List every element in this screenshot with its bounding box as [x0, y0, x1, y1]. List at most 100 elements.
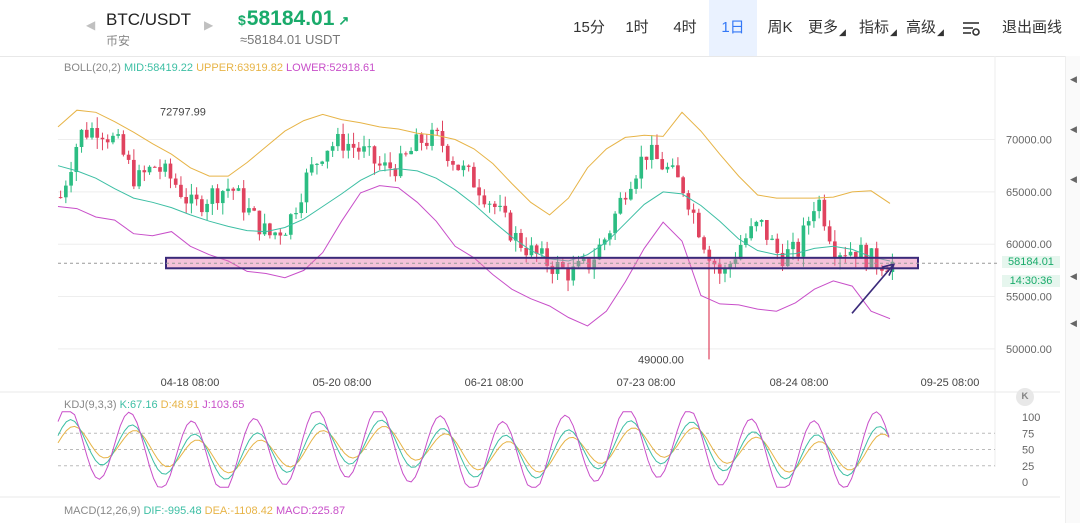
tab-weekly[interactable]: 周K	[767, 19, 793, 36]
candle-body	[644, 156, 649, 160]
chevron-left-icon[interactable]: ◀	[1070, 318, 1077, 328]
candle-body	[440, 131, 445, 146]
candle-body	[173, 178, 178, 185]
candle-body	[759, 219, 764, 222]
x-tick-label: 09-25 08:00	[921, 377, 980, 389]
candle-body	[90, 128, 94, 138]
kdj-legend: KDJ(9,3,3) K:67.16 D:48.91 J:103.65	[64, 399, 244, 411]
axis-ticks: 70000.00 65000.00 60000.00 55000.00 50000.00…	[58, 106, 1052, 389]
candle-body	[566, 267, 570, 281]
chevron-left-icon[interactable]: ◀	[1070, 74, 1077, 84]
candle-body	[702, 237, 706, 250]
candle-body	[560, 261, 565, 268]
x-tick-label: 07-23 08:00	[617, 377, 676, 389]
candle-body	[184, 196, 188, 204]
chevron-left-icon[interactable]: ◀	[1070, 174, 1077, 184]
tab-1d[interactable]: 1日	[709, 0, 757, 56]
candle-body	[257, 210, 262, 235]
chevron-right-icon[interactable]: ▶	[204, 18, 214, 32]
candle-body	[262, 223, 267, 235]
kdj-tick-label: 50	[1022, 445, 1034, 457]
candle-body	[419, 134, 424, 143]
candle-body	[508, 212, 513, 241]
candle-body	[325, 150, 330, 162]
boll-lower-line	[57, 185, 891, 327]
triangle-down-icon: ◢	[890, 27, 897, 37]
candle-body	[456, 164, 461, 171]
candle-body	[226, 188, 230, 192]
candle-body	[550, 265, 555, 274]
x-tick-label: 05-20 08:00	[313, 377, 372, 389]
candle-body	[498, 205, 502, 207]
candle-body	[472, 166, 476, 188]
y-tick-label: 55000.00	[1006, 292, 1052, 304]
candle-body	[158, 167, 162, 172]
kdj-tick-label: 75	[1022, 428, 1034, 440]
candle-body	[597, 244, 602, 260]
candle-body	[132, 159, 136, 187]
chevron-left-icon[interactable]: ◀	[1070, 124, 1077, 134]
indicators-dropdown[interactable]: 指标◢	[855, 0, 901, 56]
chevron-left-icon[interactable]: ◀	[86, 18, 96, 32]
candle-body	[367, 146, 372, 148]
candle-body	[859, 244, 863, 259]
settings-sliders-icon[interactable]	[956, 0, 986, 56]
candle-body	[351, 143, 356, 148]
exit-drawing-button[interactable]: 退出画线	[1001, 19, 1062, 36]
candle-body	[220, 191, 225, 204]
candle-body	[304, 172, 309, 203]
chevron-left-icon[interactable]: ◀	[1070, 271, 1077, 281]
tab-4h[interactable]: 4时	[673, 19, 697, 36]
y-tick-label: 50000.00	[1006, 344, 1052, 356]
candle-body	[775, 238, 780, 253]
candle-body	[74, 146, 79, 173]
candle-body	[336, 133, 340, 147]
more-dropdown[interactable]: 更多◢	[804, 0, 850, 56]
candle-body	[278, 232, 283, 236]
candle-body	[152, 166, 157, 168]
candle-body	[231, 188, 236, 191]
price-chart[interactable]: 70000.00 65000.00 60000.00 55000.00 50000.00…	[0, 56, 1060, 523]
candle-body	[383, 162, 387, 166]
candle-body	[168, 163, 173, 179]
trend-line	[851, 263, 895, 314]
kdj-j: J:103.65	[202, 399, 245, 411]
candle-body	[519, 232, 523, 248]
candle-body	[210, 188, 215, 204]
price-currency: $	[238, 12, 246, 28]
candle-body	[628, 188, 633, 200]
macd-label: MACD(12,26,9)	[64, 505, 141, 517]
macd-dea: DEA:-1108.42	[204, 505, 273, 517]
candle-body	[377, 163, 382, 166]
trend-up-icon: ↗	[338, 13, 350, 28]
candle-body	[733, 259, 738, 264]
candle-body	[696, 212, 701, 238]
chart-header: ◀ ▶ BTC/USDT 币安 $58184.01 ↗ ≈58184.01 USD…	[0, 0, 1080, 57]
pair-name[interactable]: BTC/USDT	[106, 10, 191, 29]
candle-body	[147, 166, 152, 173]
indicators-label: 指标	[859, 19, 890, 36]
kdj-tick-label: 25	[1022, 461, 1034, 473]
trend-arrow-head	[881, 262, 896, 276]
tab-15m[interactable]: 15分	[573, 19, 605, 36]
candle-body	[728, 263, 733, 269]
tab-1h[interactable]: 1时	[625, 19, 649, 36]
kdj-j-line	[57, 411, 890, 488]
candle-body	[738, 244, 743, 260]
advanced-dropdown[interactable]: 高级◢	[902, 0, 948, 56]
candle-body	[723, 268, 727, 274]
candle-body	[765, 219, 769, 240]
candle-body	[137, 170, 141, 187]
kdj-k: K:67.16	[119, 399, 158, 411]
advanced-label: 高级	[906, 19, 937, 36]
countdown-tag: 14:30:36	[1002, 275, 1060, 287]
candle-body	[393, 168, 398, 177]
candle-body	[445, 145, 450, 162]
y-tick-label: 70000.00	[1006, 134, 1052, 146]
kdj-d-line	[57, 425, 890, 474]
candle-body	[320, 161, 325, 164]
price-usdt: ≈58184.01 USDT	[240, 32, 341, 47]
candle-body	[142, 170, 147, 173]
boll-mid-line	[57, 165, 891, 262]
candle-body	[482, 195, 487, 205]
